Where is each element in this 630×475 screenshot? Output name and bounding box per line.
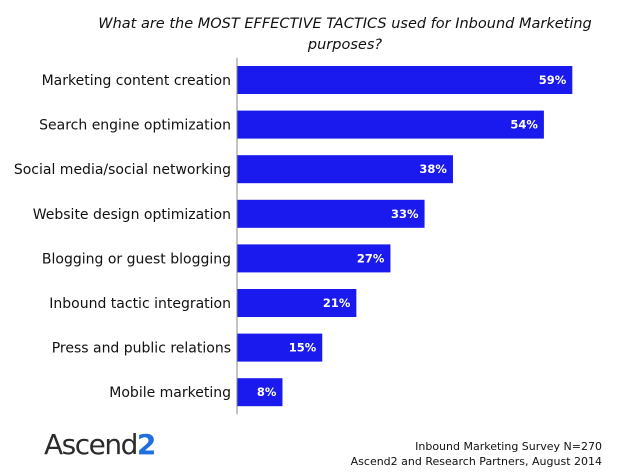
category-label: Search engine optimization xyxy=(39,118,231,134)
source-footnote: Inbound Marketing Survey N=270 Ascend2 a… xyxy=(351,439,602,469)
footnote-survey: Inbound Marketing Survey N=270 xyxy=(415,440,602,453)
category-label: Mobile marketing xyxy=(109,385,231,401)
bar xyxy=(237,378,283,407)
ascend2-logo: Ascend2 xyxy=(44,428,156,461)
value-label: 8% xyxy=(257,385,277,399)
category-label: Marketing content creation xyxy=(42,73,231,89)
bar xyxy=(237,155,453,184)
logo-text: Ascend xyxy=(44,428,138,461)
bars-layer: Marketing content creation 59% Search engi… xyxy=(14,66,573,407)
category-label: Blogging or guest blogging xyxy=(42,251,231,267)
category-label: Social media/social networking xyxy=(14,162,231,178)
bar xyxy=(237,199,425,228)
value-label: 27% xyxy=(357,251,385,265)
value-label: 33% xyxy=(391,207,419,221)
bar xyxy=(237,66,573,94)
value-label: 59% xyxy=(539,73,567,87)
value-label: 54% xyxy=(510,118,538,132)
value-label: 15% xyxy=(289,341,317,355)
chart-title: What are the MOST EFFECTIVE TACTICS used… xyxy=(98,16,592,53)
bar xyxy=(237,333,323,362)
category-label: Press and public relations xyxy=(52,341,231,357)
bar xyxy=(237,110,544,139)
logo-accent: 2 xyxy=(136,428,156,461)
category-label: Inbound tactic integration xyxy=(49,296,231,312)
bar xyxy=(237,244,391,273)
value-label: 38% xyxy=(419,162,447,176)
footnote-source: Ascend2 and Research Partners, August 20… xyxy=(350,455,602,468)
bar xyxy=(237,289,357,317)
value-label: 21% xyxy=(323,296,351,310)
category-label: Website design optimization xyxy=(33,207,231,223)
